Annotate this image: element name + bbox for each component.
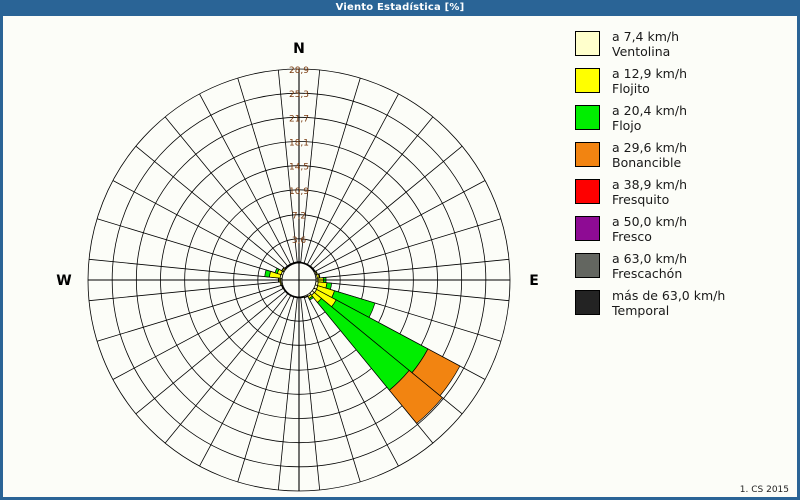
legend-item-label: más de 63,0 km/h Temporal <box>612 288 726 318</box>
grid-spoke-17 <box>237 296 295 483</box>
grid-spoke-30 <box>237 77 295 264</box>
legend-name: Frescachón <box>612 265 683 281</box>
petal-layer <box>264 261 461 424</box>
legend-item-label: a 12,9 km/h Flojito <box>612 66 687 96</box>
legend-name: Bonancible <box>612 154 682 170</box>
window-title-bar: Viento Estadística [%] <box>0 0 800 16</box>
legend-item-label: a 20,4 km/h Flojo <box>612 103 687 133</box>
grid-spoke-31 <box>277 69 298 264</box>
axis-cross <box>88 69 510 491</box>
radial-tick-0: 3,6 <box>292 236 307 246</box>
compass-label-e: E <box>529 273 539 289</box>
grid-spoke-27 <box>135 145 287 270</box>
grid-spoke-13 <box>306 294 399 467</box>
legend-swatch-frescachon <box>575 253 600 278</box>
radial-tick-labels: 3,6 7,2 10,9 14,5 18,1 21,7 25,3 28,9 <box>289 66 309 246</box>
grid-spoke-5 <box>313 180 486 273</box>
plot-frame: 3,67,210,914,518,121,725,328,9 NSWE a 7,… <box>3 16 797 497</box>
radial-tick-4: 18,1 <box>289 138 309 148</box>
window-title: Viento Estadística [%] <box>335 2 465 13</box>
grid-spoke-2 <box>306 93 399 266</box>
legend-item[interactable]: a 38,9 km/h Fresquito <box>575 177 795 207</box>
legend-swatch-bonancible <box>575 142 600 167</box>
grid-spoke-23 <box>88 281 283 302</box>
grid-spoke-14 <box>303 296 361 483</box>
grid-spoke-16 <box>277 296 298 491</box>
grid-spoke-0 <box>300 69 321 264</box>
grid-spoke-15 <box>300 296 321 491</box>
radial-tick-3: 14,5 <box>289 163 309 173</box>
grid-spoke-8 <box>315 281 510 302</box>
legend-speed: a 38,9 km/h <box>612 177 687 192</box>
legend-speed: a 50,0 km/h <box>612 214 687 229</box>
radial-tick-2: 10,9 <box>289 187 309 197</box>
legend-name: Fresco <box>612 228 652 244</box>
grid-spoke-25 <box>96 218 283 276</box>
wind-rose-chart: 3,67,210,914,518,121,725,328,9 NSWE <box>3 16 569 497</box>
footer-note: 1. CS 2015 <box>740 485 789 495</box>
petal-SE-Bonancible <box>388 369 443 424</box>
grid-spoke-1 <box>303 77 361 264</box>
legend-swatch-flojito <box>575 68 600 93</box>
legend: a 7,4 km/h Ventolina a 12,9 km/h Flojito a 2… <box>575 29 795 326</box>
radial-tick-1: 7,2 <box>292 212 306 222</box>
legend-name: Flojito <box>612 80 650 96</box>
compass-label-w: W <box>56 273 71 289</box>
legend-name: Flojo <box>612 117 642 133</box>
legend-speed: a 12,9 km/h <box>612 66 687 81</box>
grid-spoke-24 <box>88 258 283 279</box>
legend-item-label: a 50,0 km/h Fresco <box>612 214 687 244</box>
legend-item[interactable]: a 20,4 km/h Flojo <box>575 103 795 133</box>
legend-name: Ventolina <box>612 43 671 59</box>
wind-rose-svg: 3,67,210,914,518,121,725,328,9 NSWE <box>56 41 539 492</box>
compass-label-n: N <box>293 41 305 57</box>
legend-speed: a 7,4 km/h <box>612 29 680 44</box>
grid-spoke-20 <box>135 290 287 415</box>
petal-WNW-Flojo <box>274 267 280 274</box>
grid-spoke-19 <box>164 292 289 444</box>
radial-tick-7: 28,9 <box>289 66 309 76</box>
legend-item[interactable]: a 50,0 km/h Fresco <box>575 214 795 244</box>
legend-swatch-ventolina <box>575 31 600 56</box>
legend-swatch-fresco <box>575 216 600 241</box>
radial-tick-6: 25,3 <box>289 90 309 100</box>
legend-item[interactable]: a 63,0 km/h Frescachón <box>575 251 795 281</box>
legend-name: Fresquito <box>612 191 670 207</box>
petal-NbW-Flojito <box>293 261 298 264</box>
legend-item[interactable]: más de 63,0 km/h Temporal <box>575 288 795 318</box>
radial-tick-5: 21,7 <box>289 114 309 124</box>
grid-spoke-4 <box>311 145 463 270</box>
legend-item-label: a 29,6 km/h Bonancible <box>612 140 687 170</box>
legend-speed: a 29,6 km/h <box>612 140 687 155</box>
legend-item[interactable]: a 12,9 km/h Flojito <box>575 66 795 96</box>
grid-spoke-18 <box>199 294 292 467</box>
petal-SEbS-Flojo <box>308 295 314 301</box>
petal-WbN-Flojo <box>264 269 271 278</box>
grid-spoke-28 <box>164 116 289 268</box>
grid-spoke-29 <box>199 93 292 266</box>
grid-spoke-22 <box>96 284 283 342</box>
grid-spoke-26 <box>112 180 285 273</box>
petal-NWbW-Flojo <box>281 267 285 272</box>
grid-spoke-21 <box>112 287 285 380</box>
legend-speed: a 63,0 km/h <box>612 251 687 266</box>
legend-swatch-fresquito <box>575 179 600 204</box>
legend-item-label: a 7,4 km/h Ventolina <box>612 29 680 59</box>
legend-item-label: a 38,9 km/h Fresquito <box>612 177 687 207</box>
grid-spoke-7 <box>315 258 510 279</box>
legend-swatch-temporal <box>575 290 600 315</box>
compass-labels: NSWE <box>56 41 539 289</box>
footer-text: 1. CS 2015 <box>739 485 789 495</box>
legend-speed: más de 63,0 km/h <box>612 288 726 303</box>
legend-item[interactable]: a 29,6 km/h Bonancible <box>575 140 795 170</box>
grid-spoke-3 <box>309 116 434 268</box>
legend-item-label: a 63,0 km/h Frescachón <box>612 251 687 281</box>
legend-swatch-flojo <box>575 105 600 130</box>
grid-spoke-6 <box>315 218 502 276</box>
legend-name: Temporal <box>612 302 670 318</box>
legend-speed: a 20,4 km/h <box>612 103 687 118</box>
legend-item[interactable]: a 7,4 km/h Ventolina <box>575 29 795 59</box>
petal-SSE-Flojito <box>303 295 309 299</box>
